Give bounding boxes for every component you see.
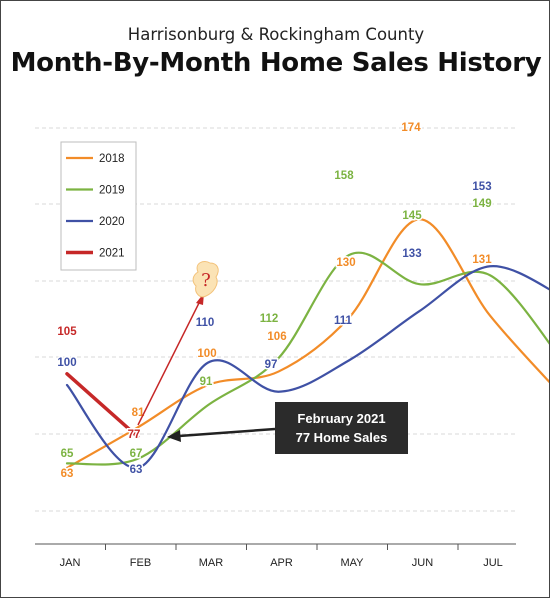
data-label-2020-jun: 133 [402,248,421,260]
series-line-2021 [65,372,140,439]
x-tick-label-mar: MAR [199,557,224,569]
data-label-2020-jul: 153 [472,181,491,193]
data-label-2018-mar: 100 [197,348,216,360]
series-line-2019 [65,251,549,466]
data-label-2019-may: 158 [334,170,354,182]
data-label-2021-feb: 77 [128,429,141,441]
legend-label-2019: 2019 [99,185,125,197]
data-label-2021-jan: 105 [57,326,77,338]
data-label-2020-jan: 100 [57,357,76,369]
series-line-2020 [65,265,549,469]
callout-arrow-head [167,430,181,442]
legend-box [60,141,137,271]
annotation-callout: February 2021 77 Home Sales [275,402,408,454]
x-tick-label-jul: JUL [483,557,503,569]
x-tick-label-feb: FEB [130,557,151,569]
data-label-2018-jan: 63 [61,468,74,480]
data-label-2018-apr: 106 [267,331,286,343]
series-line-2018 [65,218,549,469]
data-label-2020-apr: 97 [265,359,278,371]
data-label-2020-may: 111 [334,315,353,327]
data-label-2018-jun: 174 [401,122,421,134]
callout-arrow [178,427,276,438]
data-label-2018-jul: 131 [472,254,492,266]
legend-label-2021: 2021 [99,248,125,260]
data-label-2019-mar: 91 [200,376,213,388]
legend-label-2018: 2018 [99,153,125,165]
data-label-2019-jun: 145 [402,210,422,222]
data-label-2019-jan: 65 [61,448,74,460]
question-mark: ? [201,270,211,291]
data-label-2018-may: 130 [336,257,355,269]
arrow-to-question [137,300,201,426]
callout-line-2: 77 Home Sales [295,430,388,445]
chart-title: Month-By-Month Home Sales History [10,48,542,78]
data-label-2019-feb: 67 [130,448,143,460]
x-tick-label-jun: JUN [412,557,433,569]
legend-label-2020: 2020 [99,216,125,228]
data-label-2020-mar: 110 [196,317,215,329]
data-label-2019-apr: 112 [260,313,279,325]
callout-line-1: February 2021 [297,411,386,426]
data-label-2020-feb: 63 [130,464,143,476]
question-blob [192,260,219,298]
data-label-2019-jul: 149 [472,198,491,210]
data-label-2018-feb: 81 [132,407,145,419]
x-tick-label-jan: JAN [60,557,81,569]
x-tick-label-apr: APR [270,557,293,569]
x-tick-label-may: MAY [340,557,364,569]
chart-subtitle: Harrisonburg & Rockingham County [127,25,425,44]
